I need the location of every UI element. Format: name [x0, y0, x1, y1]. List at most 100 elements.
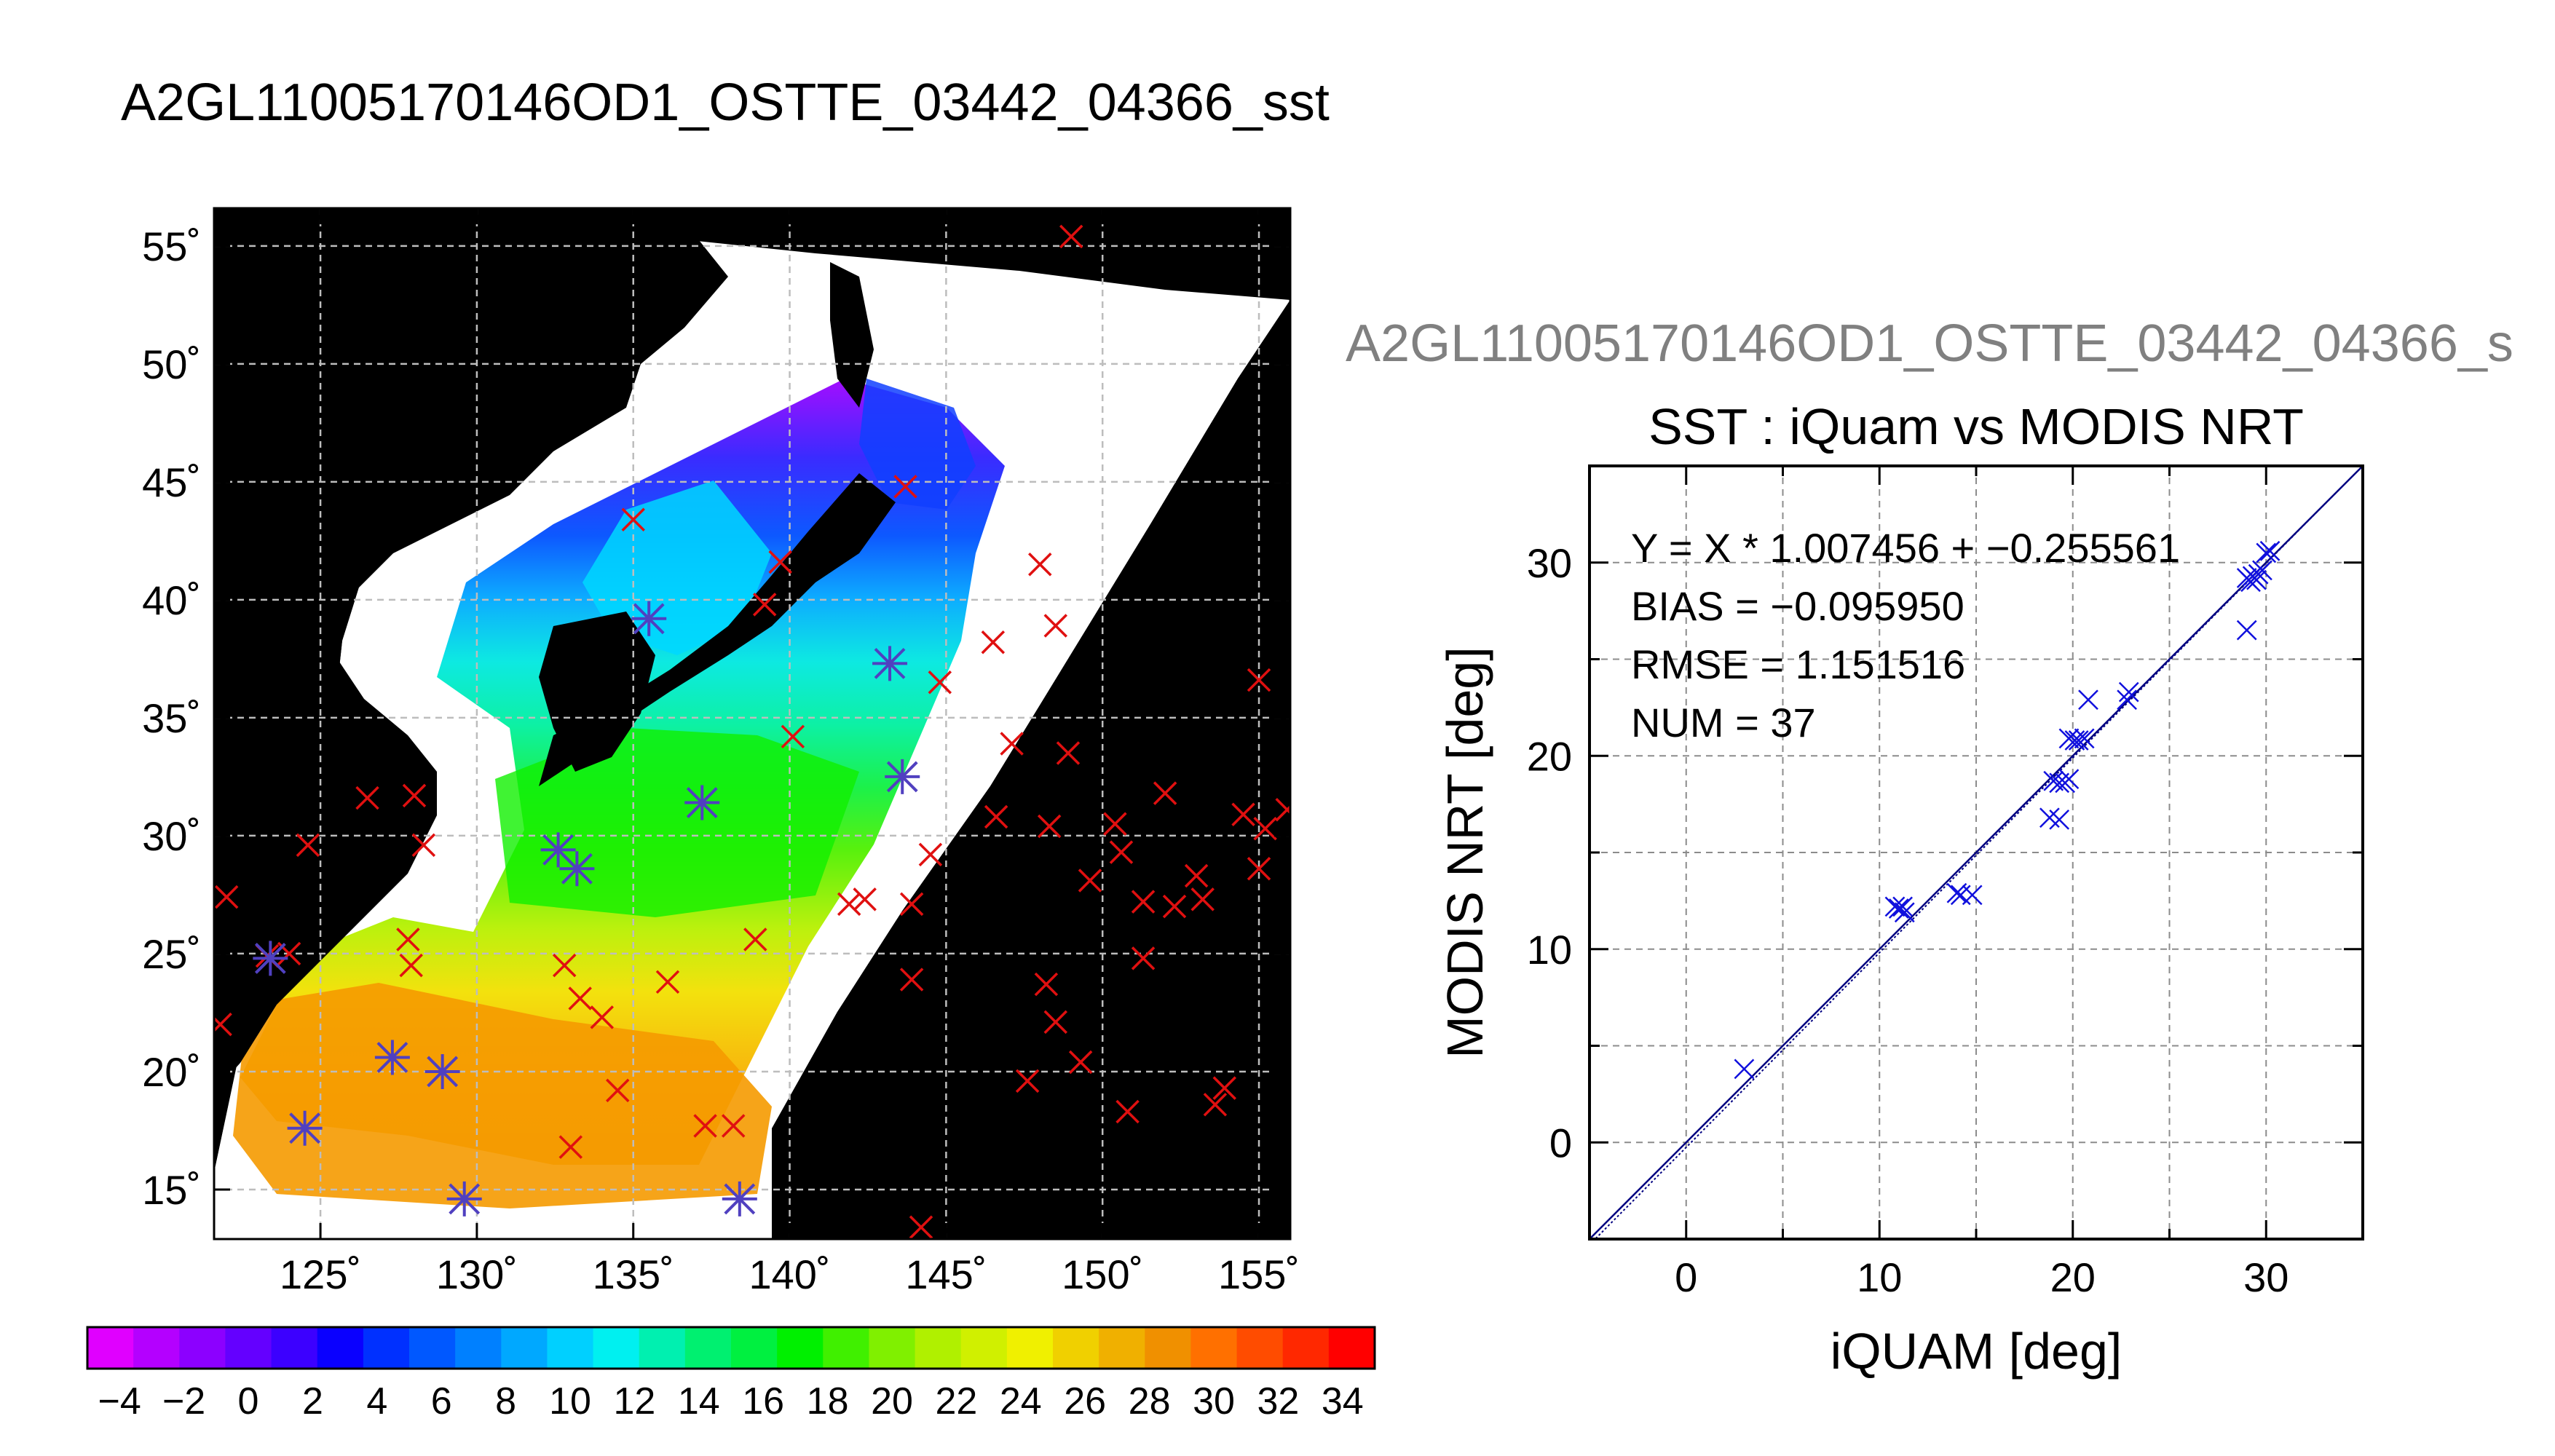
lon-tick-label: 155˚ [1218, 1251, 1300, 1297]
scatter-point [2117, 689, 2137, 711]
colorbar-cell [639, 1327, 686, 1369]
colorbar-cell [363, 1327, 410, 1369]
lat-tick-label: 15˚ [142, 1167, 201, 1213]
colorbar-tick-label: 0 [238, 1380, 259, 1423]
colorbar-cell [1145, 1327, 1192, 1369]
y-tick-label: 10 [1527, 927, 1572, 973]
colorbar-cell [409, 1327, 456, 1369]
scatter-point [2049, 809, 2070, 830]
colorbar-tick-label: −4 [98, 1380, 141, 1423]
colorbar-tick-label: 14 [678, 1380, 720, 1423]
y-tick-label: 30 [1527, 540, 1572, 586]
south-sea-sst [233, 983, 772, 1208]
insitu-marker [853, 887, 877, 911]
colorbar-tick-label: 4 [366, 1380, 387, 1423]
colorbar-tick-label: 20 [871, 1380, 913, 1423]
insitu-marker [752, 593, 777, 617]
latitude-labels: 15˚ 20˚ 25˚ 30˚ 35˚ 40˚ 45˚ 50˚ 55˚ [142, 223, 201, 1213]
lat-tick-label: 20˚ [142, 1049, 201, 1095]
insitu-marker [1247, 668, 1271, 692]
colorbar-cell [1328, 1327, 1375, 1369]
insitu-marker [214, 885, 239, 909]
insitu-marker [214, 1012, 232, 1037]
insitu-marker [1131, 890, 1156, 914]
insitu-marker [928, 670, 952, 695]
scatter-point [2256, 542, 2277, 563]
x-tick-label: 30 [2243, 1254, 2289, 1300]
scatter-ticks [1590, 466, 2363, 1239]
colorbar-cell [225, 1327, 272, 1369]
lat-tick-label: 50˚ [142, 341, 201, 387]
insitu-marker [984, 804, 1008, 829]
insitu-marker [743, 927, 767, 951]
x-tick-label: 20 [2050, 1254, 2096, 1300]
scatter-point [2118, 681, 2139, 703]
colorbar-tick-label: 18 [807, 1380, 849, 1423]
insitu-marker [1043, 1010, 1067, 1034]
regression-line [1594, 466, 2363, 1239]
one-to-one-line [1590, 466, 2363, 1239]
insitu-marker [1078, 869, 1102, 893]
insitu-marker [1034, 972, 1059, 997]
colorbar-cell [455, 1327, 502, 1369]
scatter-point [2058, 769, 2080, 789]
matched-marker [446, 1181, 482, 1216]
insitu-marker [1275, 798, 1290, 822]
lon-tick-label: 145˚ [905, 1251, 987, 1297]
matched-marker [540, 832, 576, 868]
insitu-marker [899, 968, 924, 992]
insitu-marker [558, 1135, 583, 1159]
lat-tick-label: 30˚ [142, 813, 201, 859]
colorbar-cell [1006, 1327, 1054, 1369]
lon-tick-label: 135˚ [593, 1251, 674, 1297]
lat-tick-label: 25˚ [142, 931, 201, 977]
scatter-plot: A2GL11005170146OD1_OSTTE_03442_04366_s S… [1346, 314, 2513, 1380]
insitu-marker [1153, 781, 1177, 805]
colorbar-tick-label: 26 [1064, 1380, 1106, 1423]
colorbar-tick-label: 10 [549, 1380, 591, 1423]
scatter-point [1962, 885, 1983, 906]
colorbar-tick-label: −2 [162, 1380, 205, 1423]
matched-marker [684, 785, 720, 820]
colorbar-cell [960, 1327, 1008, 1369]
matched-marker [885, 759, 920, 794]
insitu-marker [1162, 894, 1187, 919]
colorbar-cell [317, 1327, 364, 1369]
sst-colorbar: −4 −2 0 2 4 6 8 10 12 14 16 18 20 22 24 26 28 30 32 34 [86, 1326, 1376, 1423]
insitu-marker [693, 1114, 717, 1138]
colorbar-frame [86, 1326, 1376, 1370]
insitu-marker [721, 1114, 746, 1138]
insitu-marker [590, 1005, 615, 1029]
colorbar-cell [915, 1327, 962, 1369]
insitu-marker [296, 833, 320, 858]
scatter-point [1892, 896, 1913, 917]
lat-tick-label: 55˚ [142, 223, 201, 269]
scatter-point [2068, 730, 2089, 751]
matched-marker [559, 851, 595, 887]
matched-marker [872, 646, 908, 681]
colorbar-labels: −4 −2 0 2 4 6 8 10 12 14 16 18 20 22 24 26 28 30 32 34 [98, 1380, 1364, 1423]
lon-tick-label: 125˚ [280, 1251, 361, 1297]
scatter-point [1734, 1059, 1755, 1080]
insitu-marker [355, 786, 379, 810]
y-tick-label: 20 [1527, 733, 1572, 779]
insitu-marker [411, 833, 436, 858]
lat-tick-label: 40˚ [142, 577, 201, 623]
insitu-marker [1190, 887, 1215, 911]
scatter-point [1888, 898, 1909, 919]
colorbar-tick-label: 2 [302, 1380, 323, 1423]
matched-markers [253, 601, 920, 1216]
insitu-marker [918, 842, 943, 867]
insitu-marker [621, 507, 645, 531]
insitu-marker [1043, 614, 1067, 638]
scatter-y-axis-label: MODIS NRT [deg] [1437, 646, 1493, 1058]
colorbar-tick-label: 24 [1000, 1380, 1042, 1423]
japan-islands [539, 473, 896, 786]
colorbar-tick-label: 34 [1322, 1380, 1364, 1423]
scatter-title: SST : iQuam vs MODIS NRT [1648, 398, 2304, 455]
colorbar-cell [1236, 1327, 1284, 1369]
insitu-marker [1253, 816, 1277, 841]
insitu-marker [1068, 1050, 1093, 1075]
insitu-marker [981, 630, 1006, 654]
insitu-marker [655, 970, 680, 994]
